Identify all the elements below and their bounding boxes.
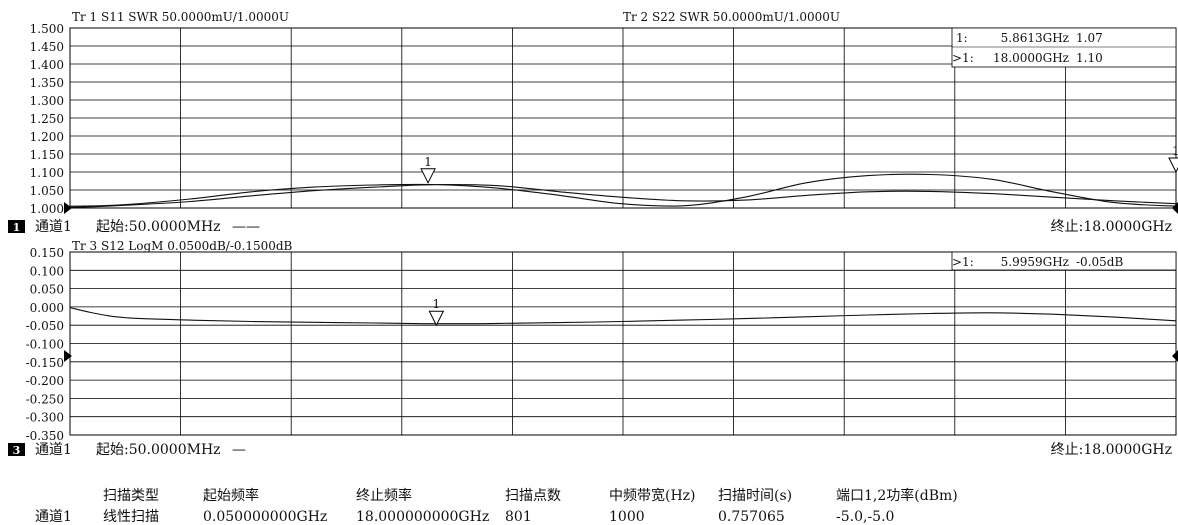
bottom-channel-label: 通道1 bbox=[35, 442, 72, 458]
bottom-y-tick-label: -0.100 bbox=[26, 338, 64, 352]
bottom-y-tick-labels: 0.150 0.100 0.050 0.000 -0.050 -0.100 -0.150 -0… bbox=[26, 246, 64, 443]
top-reference-level-arrow-left[interactable] bbox=[64, 202, 72, 214]
top-marker-2-value: 1.10 bbox=[1076, 51, 1103, 65]
bottom-y-tick-label: -0.350 bbox=[26, 429, 64, 443]
top-y-tick-label: 1.450 bbox=[30, 40, 64, 54]
bottom-y-tick-label: -0.150 bbox=[26, 356, 64, 370]
top-y-tick-label: 1.050 bbox=[30, 184, 64, 198]
top-channel-badge[interactable] bbox=[8, 220, 25, 233]
bottom-marker-number-1: 1 bbox=[433, 297, 441, 311]
top-y-tick-label: 1.350 bbox=[30, 76, 64, 90]
top-marker-2-freq: 18.0000GHz bbox=[993, 51, 1069, 65]
bottom-marker-table-box bbox=[951, 251, 1177, 271]
bottom-y-tick-label: 0.150 bbox=[30, 246, 64, 260]
summary-header-sweep-time: 扫描时间(s) bbox=[718, 488, 792, 504]
bottom-reference-level-arrow-left[interactable] bbox=[64, 350, 72, 362]
top-marker-number-2: 1 bbox=[1172, 144, 1178, 158]
summary-header-port-power: 端口1,2功率(dBm) bbox=[836, 487, 958, 504]
bottom-grid bbox=[70, 252, 1176, 435]
summary-header-if-bandwidth: 中频带宽(Hz) bbox=[609, 487, 696, 504]
bottom-y-tick-label: 0.050 bbox=[30, 283, 64, 297]
top-marker-1-freq: 5.8613GHz bbox=[1001, 31, 1069, 45]
summary-header-stop-freq: 终止频率 bbox=[356, 487, 412, 504]
summary-value-stop-freq[interactable]: 18.000000000GHz bbox=[356, 509, 489, 525]
summary-value-start-freq[interactable]: 0.050000000GHz bbox=[203, 509, 327, 525]
bottom-channel-badge[interactable] bbox=[8, 443, 25, 456]
summary-value-sweep-time[interactable]: 0.757065 bbox=[718, 509, 785, 525]
top-marker-1-value: 1.07 bbox=[1076, 31, 1103, 45]
bottom-y-tick-label: -0.250 bbox=[26, 392, 64, 406]
trace2-header[interactable]: Tr 2 S22 SWR 50.0000mU/1.0000U bbox=[623, 10, 840, 24]
bottom-trace-1[interactable] bbox=[69, 307, 1177, 325]
bottom-marker-1-label[interactable]: >1: bbox=[952, 255, 974, 269]
top-y-tick-label: 1.150 bbox=[30, 148, 64, 162]
bottom-y-tick-label: -0.300 bbox=[26, 411, 64, 425]
top-swr-panel: 1.500 1.450 1.400 1.350 1.300 1.250 1.200 1.150… bbox=[8, 10, 1178, 235]
bottom-markers: 1 bbox=[428, 297, 445, 327]
top-y-tick-label: 1.000 bbox=[30, 202, 64, 216]
summary-value-points[interactable]: 801 bbox=[505, 509, 532, 525]
summary-value-sweep-type[interactable]: 线性扫描 bbox=[103, 509, 159, 525]
bottom-reference-level-arrow-right[interactable] bbox=[1172, 350, 1178, 362]
top-y-tick-label: 1.400 bbox=[30, 58, 64, 72]
top-start-suffix: —— bbox=[232, 219, 260, 235]
top-y-tick-labels: 1.500 1.450 1.400 1.350 1.300 1.250 1.200 1.150… bbox=[30, 22, 64, 216]
top-stop-frequency[interactable]: 终止:18.0000GHz bbox=[1051, 219, 1172, 235]
bottom-stop-frequency[interactable]: 终止:18.0000GHz bbox=[1051, 442, 1172, 458]
bottom-y-tick-label: -0.050 bbox=[26, 319, 64, 333]
top-y-tick-label: 1.300 bbox=[30, 94, 64, 108]
top-trace-1[interactable] bbox=[69, 173, 1177, 207]
top-marker-table: 1: 5.8613GHz 1.07 >1: 18.0000GHz 1.10 bbox=[951, 27, 1177, 68]
top-markers: 11 bbox=[420, 144, 1178, 184]
summary-row-label: 通道1 bbox=[35, 509, 72, 525]
summary-header-sweep-type: 扫描类型 bbox=[103, 488, 159, 504]
summary-header-points: 扫描点数 bbox=[505, 488, 561, 504]
summary-value-port-power[interactable]: -5.0,-5.0 bbox=[836, 509, 894, 525]
bottom-channel-badge-number: 3 bbox=[13, 444, 21, 457]
top-y-tick-label: 1.500 bbox=[30, 22, 64, 36]
trace1-header[interactable]: Tr 1 S11 SWR 50.0000mU/1.0000U bbox=[72, 10, 289, 24]
bottom-y-tick-label: 0.000 bbox=[30, 301, 64, 315]
bottom-marker-1-freq: 5.9959GHz bbox=[1001, 255, 1069, 269]
top-reference-level-arrow-right[interactable] bbox=[1172, 202, 1178, 214]
top-trace-2[interactable] bbox=[69, 183, 1177, 208]
top-start-frequency[interactable]: 起始:50.0000MHz bbox=[96, 219, 221, 235]
bottom-traces bbox=[69, 307, 1177, 325]
trace3-header[interactable]: Tr 3 S12 LogM 0.0500dB/-0.1500dB bbox=[72, 239, 293, 253]
bottom-marker-table: >1: 5.9959GHz -0.05dB bbox=[951, 251, 1177, 271]
bottom-y-tick-label: -0.200 bbox=[26, 374, 64, 388]
top-marker-1-label[interactable]: 1: bbox=[956, 31, 968, 45]
top-marker-2-label[interactable]: >1: bbox=[952, 51, 974, 65]
top-channel-label: 通道1 bbox=[35, 219, 72, 235]
bottom-logm-panel: 0.150 0.100 0.050 0.000 -0.050 -0.100 -0.150 -0… bbox=[8, 239, 1178, 458]
top-channel-badge-number: 1 bbox=[13, 221, 21, 234]
top-y-tick-label: 1.250 bbox=[30, 112, 64, 126]
bottom-start-frequency[interactable]: 起始:50.0000MHz bbox=[96, 442, 221, 458]
top-marker-triangle-1[interactable] bbox=[420, 168, 436, 184]
sweep-summary-table: 扫描类型 起始频率 终止频率 扫描点数 中频带宽(Hz) 扫描时间(s) 端口1… bbox=[35, 487, 958, 525]
top-marker-number-1: 1 bbox=[424, 155, 432, 169]
top-marker-table-box bbox=[951, 27, 1177, 68]
summary-header-start-freq: 起始频率 bbox=[203, 487, 259, 504]
bottom-marker-triangle-1[interactable] bbox=[428, 310, 445, 327]
summary-value-if-bandwidth[interactable]: 1000 bbox=[609, 509, 645, 525]
top-y-tick-label: 1.100 bbox=[30, 166, 64, 180]
bottom-start-suffix: — bbox=[232, 442, 246, 458]
top-y-tick-label: 1.200 bbox=[30, 130, 64, 144]
top-traces bbox=[69, 173, 1177, 208]
top-marker-triangle-2[interactable] bbox=[1168, 157, 1178, 174]
bottom-marker-1-value: -0.05dB bbox=[1076, 255, 1123, 269]
bottom-y-tick-label: 0.100 bbox=[30, 264, 64, 278]
